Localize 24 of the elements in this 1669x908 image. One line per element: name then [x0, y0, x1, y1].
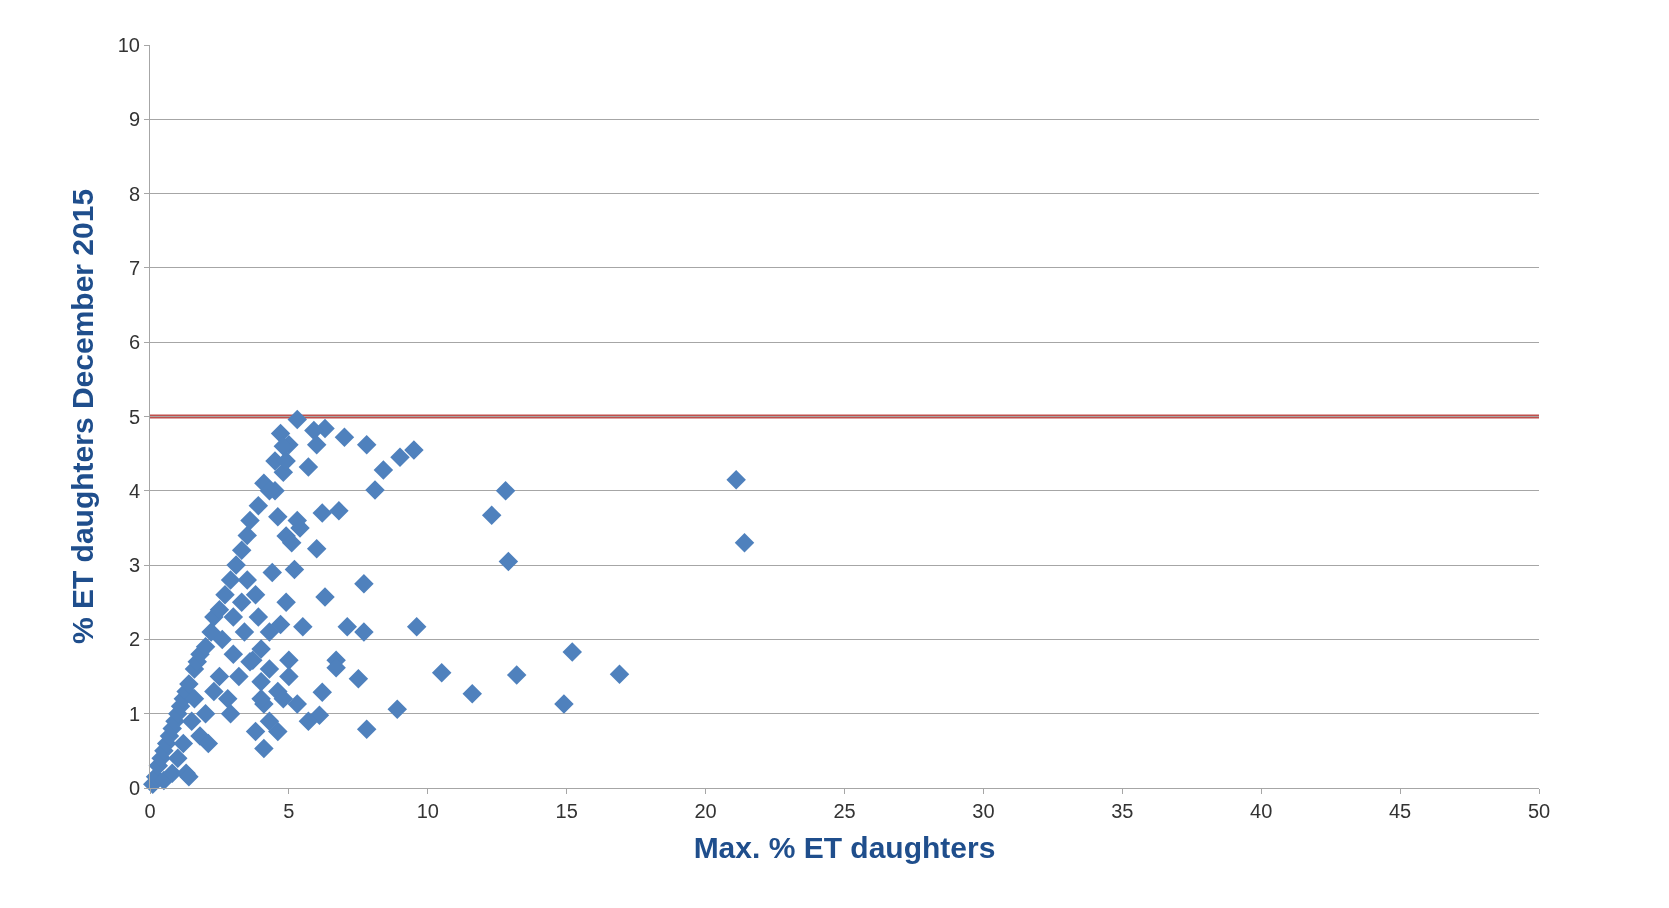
x-axis-title: Max. % ET daughters	[693, 830, 996, 864]
y-tick-label: 9	[128, 108, 140, 131]
x-tick-label: 10	[416, 800, 439, 822]
y-tick-label: 8	[128, 182, 140, 205]
x-tick-label: 20	[694, 800, 717, 822]
x-tick-label: 35	[1111, 800, 1134, 822]
x-tick-label: 15	[555, 800, 578, 822]
y-tick-label: 2	[128, 628, 140, 651]
x-tick-label: 50	[1527, 800, 1551, 822]
y-tick-label: 0	[128, 777, 140, 799]
y-tick-label: 1	[128, 702, 140, 725]
x-tick-label: 0	[144, 800, 156, 822]
y-tick-label: 4	[128, 479, 140, 502]
x-tick-label: 25	[833, 800, 856, 822]
y-tick-label: 10	[117, 34, 140, 56]
y-tick-label: 3	[128, 554, 140, 577]
y-tick-label: 7	[128, 256, 140, 279]
x-tick-label: 30	[972, 800, 995, 822]
x-tick-label: 40	[1250, 800, 1273, 822]
x-tick-label: 45	[1388, 800, 1412, 822]
x-tick-label: 5	[283, 800, 295, 822]
y-axis-title: % ET daughters December 2015	[65, 188, 99, 645]
y-tick-label: 6	[128, 331, 140, 354]
y-tick-label: 5	[128, 405, 140, 428]
